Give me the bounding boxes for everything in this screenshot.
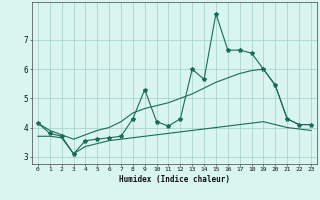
X-axis label: Humidex (Indice chaleur): Humidex (Indice chaleur): [119, 175, 230, 184]
